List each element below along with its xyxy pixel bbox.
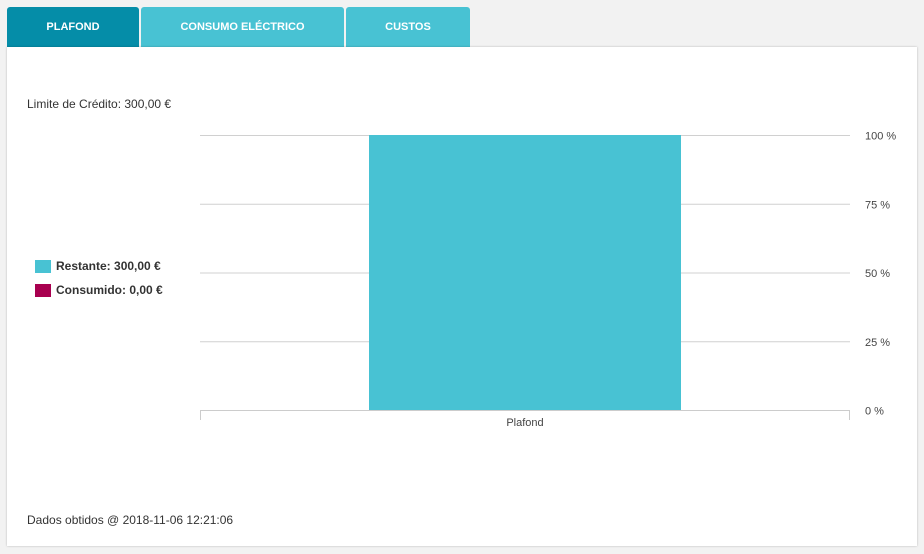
legend-item-consumido[interactable]: Consumido: 0,00 €	[35, 283, 163, 297]
legend-swatch	[35, 259, 51, 273]
y-tick-label: 75 %	[865, 199, 890, 211]
y-tick-label: 25 %	[865, 337, 890, 349]
y-tick-label: 0 %	[865, 406, 884, 418]
legend-swatch	[35, 283, 51, 297]
y-tick-label: 50 %	[865, 268, 890, 280]
credit-limit: Limite de Crédito: 300,00 €	[27, 97, 172, 111]
tab-consumo-electrico[interactable]: CONSUMO ELÉCTRICO	[141, 7, 344, 47]
y-tick-label: 100 %	[865, 131, 896, 143]
bar-restante	[369, 135, 681, 410]
legend-label: Restante: 300,00 €	[56, 259, 161, 273]
tab-custos[interactable]: CUSTOS	[346, 7, 470, 47]
legend-item-restante[interactable]: Restante: 300,00 €	[35, 259, 161, 273]
x-tick-label: Plafond	[506, 417, 543, 429]
tab-plafond[interactable]: PLAFOND	[7, 7, 139, 47]
data-timestamp: Dados obtidos @ 2018-11-06 12:21:06	[27, 513, 234, 527]
legend-label: Consumido: 0,00 €	[56, 283, 163, 297]
